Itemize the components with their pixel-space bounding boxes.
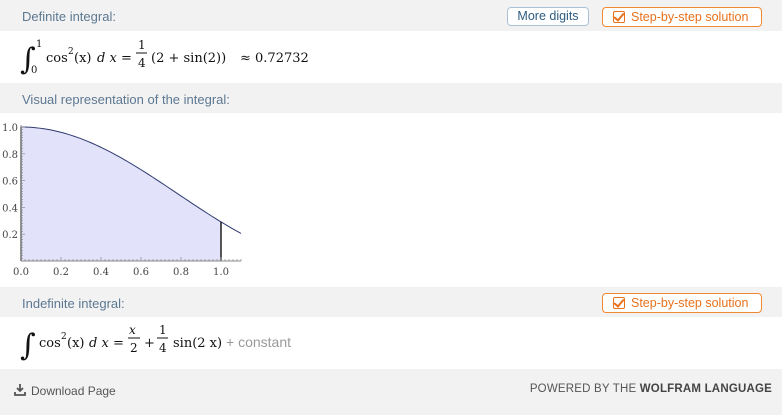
differential: d x [97,51,117,66]
download-icon [14,384,26,396]
fraction-numerator: x [129,323,136,337]
step-by-step-label: Step-by-step solution [631,296,749,310]
definite-integral-formula: ∫ 1 0 cos 2 (x) d x = 1 4 (2 + sin(2)) ≈… [20,38,309,77]
fraction-numerator: 1 [159,323,167,337]
indefinite-integral-result: ∫ cos 2 (x) d x = x 2 + 1 4 sin(2 x) + c… [0,317,782,369]
definite-integral-title-bar: Definite integral: More digits Step-by-s… [0,0,782,30]
integrand-function: cos [39,336,61,351]
visual-representation-title: Visual representation of the integral: [22,92,230,107]
more-digits-button[interactable]: More digits [507,7,589,26]
step-by-step-button-indefinite[interactable]: Step-by-step solution [602,293,762,313]
y-tick-label: 0.8 [2,150,18,161]
function-curve [20,126,242,234]
differential: d x [89,336,109,351]
integral-sign: ∫ [20,42,36,77]
integrand-exponent: 2 [61,332,67,342]
visual-representation-body: 0.0 0.2 0.4 0.6 0.8 1.0 0.2 0.4 0.6 0.8 1.0 [0,113,782,287]
x-tick-label: 0.8 [173,267,189,278]
integral-sign: ∫ [20,328,36,363]
fraction-denominator: 2 [130,341,138,355]
indefinite-integral-formula: ∫ cos 2 (x) d x = x 2 + 1 4 sin(2 x) + c… [20,323,291,363]
checkbox-icon [613,11,625,23]
integrand-exponent: 2 [68,47,74,57]
checkbox-icon [613,297,625,309]
powered-by: POWERED BY THE WOLFRAM LANGUAGE [530,383,772,395]
constant-term: + constant [226,334,291,350]
sin-term: sin(2 x) [173,336,222,351]
y-tick-label: 0.6 [2,177,18,188]
x-tick-label: 0.2 [53,267,69,278]
indefinite-integral-title-bar: Indefinite integral: Step-by-step soluti… [0,287,782,317]
visual-representation-title-bar: Visual representation of the integral: [0,84,782,114]
fraction-denominator: 4 [138,56,146,70]
y-tick-label: 1.0 [2,123,18,134]
x-tick-label: 1.0 [213,267,229,278]
powered-prefix: POWERED BY THE [529,383,640,395]
integrand-function: cos [46,51,68,66]
footer: Download Page POWERED BY THE WOLFRAM LAN… [0,370,782,412]
plus-sign: + [144,336,155,351]
step-by-step-button-definite[interactable]: Step-by-step solution [602,7,762,27]
x-tick-label: 0.4 [93,267,109,278]
download-page-link[interactable]: Download Page [14,384,116,398]
integrand-argument: (x) [74,51,91,66]
x-tick-label: 0.6 [133,267,149,278]
indefinite-integral-title: Indefinite integral: [22,296,125,311]
x-tick-label: 0.0 [13,267,29,278]
upper-limit: 1 [36,39,42,50]
powered-brand: WOLFRAM LANGUAGE [639,383,772,395]
result-expression: (2 + sin(2)) [151,51,226,66]
download-page-label: Download Page [31,384,116,398]
y-tick-label: 0.4 [2,203,18,214]
integrand-argument: (x) [67,336,84,351]
integral-area-chart: 0.0 0.2 0.4 0.6 0.8 1.0 0.2 0.4 0.6 0.8 1.0 [2,123,242,278]
equals-sign: = [113,336,124,351]
definite-integral-title: Definite integral: [22,9,116,24]
lower-limit: 0 [31,65,37,76]
y-tick-label: 0.2 [2,230,18,241]
step-by-step-label: Step-by-step solution [631,10,749,24]
equals-sign: = [121,51,132,66]
fraction-numerator: 1 [138,38,146,52]
fraction-denominator: 4 [159,341,167,355]
approx-value: ≈ 0.72732 [240,51,309,66]
definite-integral-result: ∫ 1 0 cos 2 (x) d x = 1 4 (2 + sin(2)) ≈… [0,31,782,83]
shaded-area [21,127,221,261]
